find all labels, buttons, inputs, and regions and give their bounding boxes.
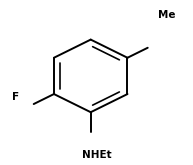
Text: Me: Me xyxy=(158,10,176,20)
Text: NHEt: NHEt xyxy=(82,150,111,160)
Text: F: F xyxy=(12,92,19,102)
